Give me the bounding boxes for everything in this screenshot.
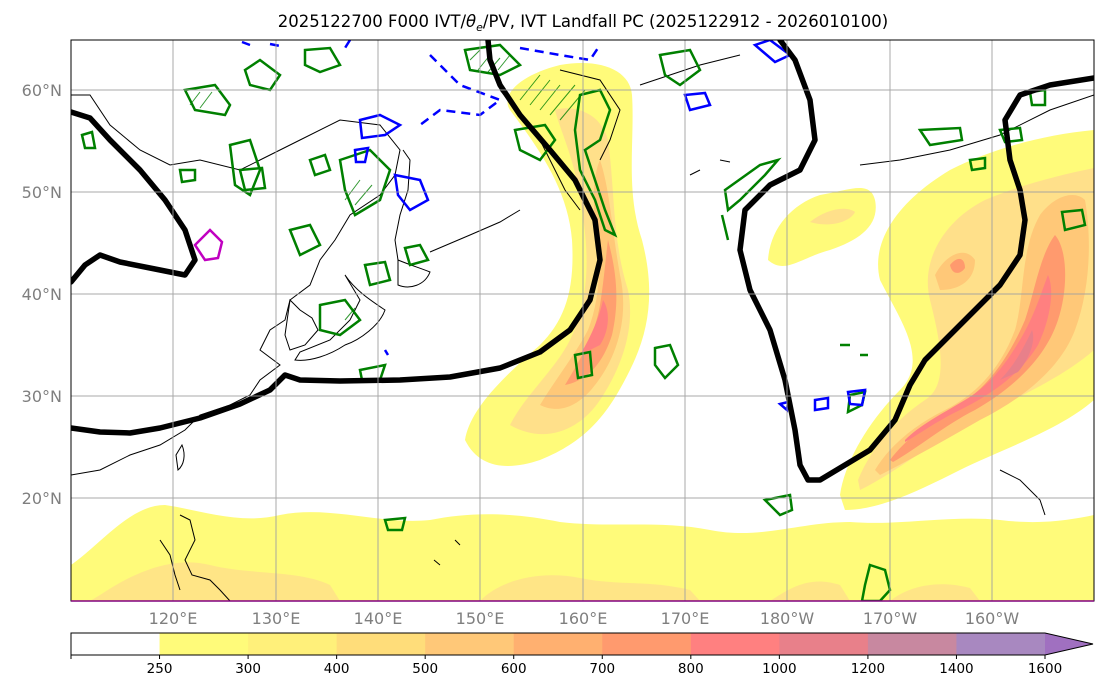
lat-label-40: 40°N — [22, 285, 62, 304]
colorbar-outline — [70, 632, 1094, 656]
colorbar-label: 500 — [412, 661, 438, 677]
map-panel: 20°N 30°N 40°N 50°N 60°N 120°E 130°E 140… — [22, 39, 1095, 628]
colorbar-extend-arrow — [1045, 633, 1093, 655]
colorbar-label: 1600 — [1028, 661, 1062, 677]
coastlines — [71, 54, 1094, 601]
colorbar-label: 700 — [589, 661, 615, 677]
lon-tick-labels: 120°E 130°E 140°E 150°E 160°E 170°E 180°… — [149, 609, 1020, 628]
theta-e-contour — [193, 228, 224, 262]
colorbar-segment — [513, 633, 603, 655]
colorbar-label: 300 — [235, 661, 261, 677]
colorbar-segment — [425, 633, 515, 655]
lon-label-180w: 180°W — [760, 609, 815, 628]
lat-tick-labels: 20°N 30°N 40°N 50°N 60°N — [22, 81, 62, 508]
colorbar-segment — [159, 633, 249, 655]
gridlines — [71, 40, 1094, 601]
pv-negative-dashed — [241, 40, 602, 126]
ivt-shading — [71, 63, 1094, 601]
lon-label-150e: 150°E — [456, 609, 505, 628]
ivt-colorbar: 250 300 400 500 600 700 800 1000 1200 1400 1600 — [70, 632, 1094, 677]
colorbar-segment — [602, 633, 692, 655]
colorbar-segment — [867, 633, 957, 655]
colorbar-label: 400 — [324, 661, 350, 677]
lon-label-130e: 130°E — [252, 609, 301, 628]
colorbar-label: 1200 — [851, 661, 885, 677]
lon-label-160e: 160°E — [559, 609, 608, 628]
lon-label-170e: 170°E — [661, 609, 710, 628]
lon-label-140e: 140°E — [354, 609, 403, 628]
pv-negative-contours — [353, 40, 867, 413]
lat-label-50: 50°N — [22, 183, 62, 202]
colorbar-label: 250 — [147, 661, 173, 677]
colorbar-segment — [690, 633, 780, 655]
colorbar-label: 600 — [501, 661, 527, 677]
colorbar-segment — [248, 633, 338, 655]
figure-title: 2025122700 F000 IVT/θe/PV, IVT Landfall … — [278, 12, 888, 34]
pv-hatching — [189, 49, 586, 321]
pv-positive-contours — [80, 43, 1087, 601]
colorbar-label: 1000 — [762, 661, 796, 677]
lat-label-60: 60°N — [22, 81, 62, 100]
colorbar-segment — [336, 633, 426, 655]
lat-label-30: 30°N — [22, 387, 62, 406]
lat-label-20: 20°N — [22, 489, 62, 508]
colorbar-segment — [71, 633, 161, 655]
landfall-lines — [71, 40, 1094, 483]
colorbar-label: 1400 — [939, 661, 973, 677]
lon-label-170w: 170°W — [863, 609, 918, 628]
colorbar-label: 800 — [678, 661, 704, 677]
colorbar-segment — [956, 633, 1046, 655]
lon-label-120e: 120°E — [149, 609, 198, 628]
colorbar-segment — [779, 633, 869, 655]
lon-label-160w: 160°W — [965, 609, 1020, 628]
